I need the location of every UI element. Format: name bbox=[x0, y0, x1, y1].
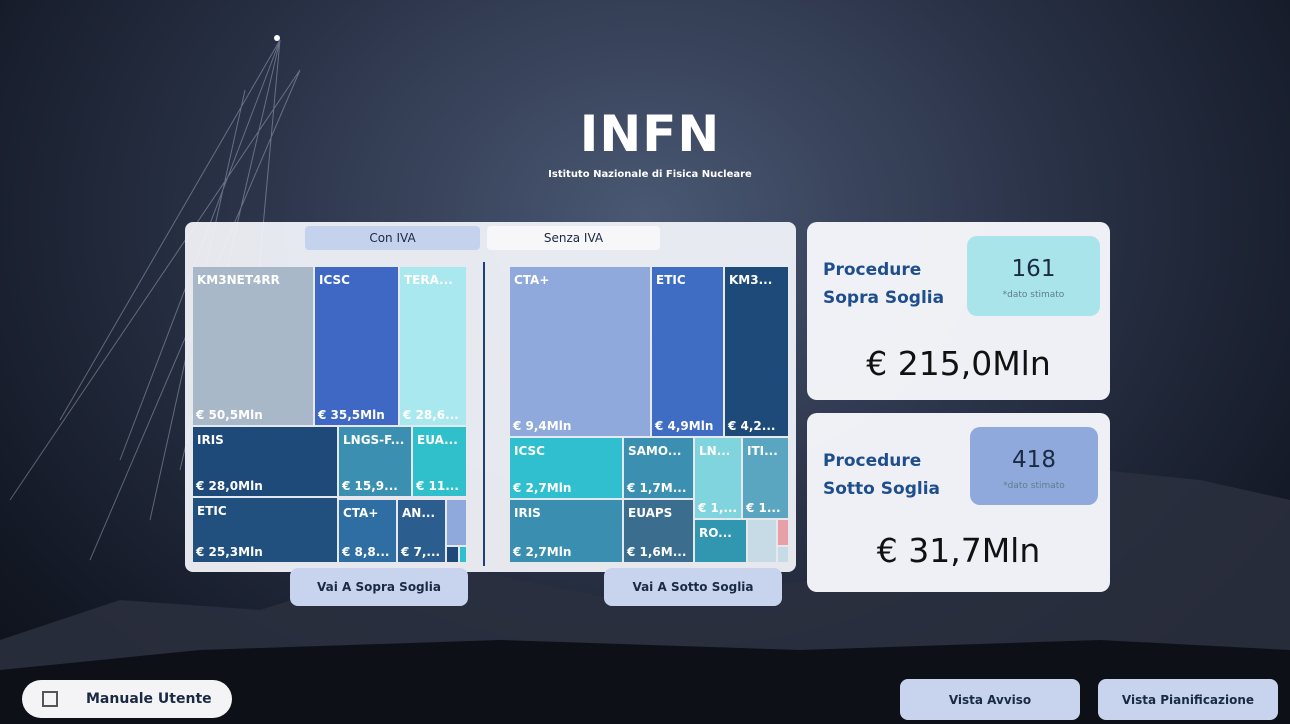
tile-value: € 50,5Mln bbox=[196, 408, 263, 422]
tile-label: IRIS bbox=[197, 433, 224, 447]
logo-title: INFN bbox=[540, 105, 760, 163]
tile-label: ETIC bbox=[197, 504, 227, 518]
screen: INFN Istituto Nazionale di Fisica Nuclea… bbox=[0, 0, 1290, 724]
tile-value: € 1,6M... bbox=[627, 545, 686, 559]
treemap-tile-small bbox=[748, 520, 776, 562]
nav-button[interactable]: Vai A Sotto Soglia bbox=[604, 568, 782, 606]
amount: € 31,7Mln bbox=[807, 531, 1110, 570]
treemap-tile: ICSC € 2,7Mln bbox=[510, 438, 622, 498]
tile-value: € 1,7M... bbox=[627, 481, 686, 495]
treemap-tile: ITI... € 1... bbox=[743, 438, 788, 518]
tile-label: AN... bbox=[402, 506, 435, 520]
treemap-tile-small bbox=[460, 547, 466, 562]
manual-button[interactable]: Manuale Utente bbox=[22, 680, 232, 718]
tile-value: € 11... bbox=[416, 479, 459, 493]
tile-label: ICSC bbox=[319, 273, 350, 287]
card-title: Procedure Sotto Soglia bbox=[823, 447, 963, 503]
count-box: 418 *dato stimato bbox=[970, 427, 1098, 505]
nav-button[interactable]: Vai A Sopra Soglia bbox=[290, 568, 468, 606]
tile-label: RO... bbox=[699, 526, 732, 540]
tile-value: € 15,9... bbox=[342, 479, 398, 493]
tile-value: € 1... bbox=[746, 501, 781, 515]
treemap-tile: IRIS € 2,7Mln bbox=[510, 500, 622, 562]
tile-label: TERA... bbox=[404, 273, 453, 287]
divider bbox=[483, 262, 485, 566]
tile-label: KM3... bbox=[729, 273, 772, 287]
tile-label: EUAPS bbox=[628, 506, 672, 520]
treemap-tile: ETIC € 25,3Mln bbox=[193, 498, 337, 562]
treemap-tile: CTA+ € 9,4Mln bbox=[510, 267, 650, 436]
tile-label: CTA+ bbox=[514, 273, 549, 287]
tab[interactable]: Senza IVA bbox=[487, 226, 660, 250]
tile-label: KM3NET4RR bbox=[197, 273, 280, 287]
tile-label: LNGS-F... bbox=[343, 433, 404, 447]
card: Procedure Sotto Soglia 418 *dato stimato… bbox=[807, 413, 1110, 592]
tile-label: EUA... bbox=[417, 433, 458, 447]
tile-label: LN... bbox=[699, 444, 730, 458]
treemap-tile: ICSC € 35,5Mln bbox=[315, 267, 398, 425]
tile-value: € 2,7Mln bbox=[513, 481, 571, 495]
treemap-tile: KM3NET4RR € 50,5Mln bbox=[193, 267, 313, 425]
treemap-tile-small bbox=[447, 547, 458, 562]
logo-subtitle: Istituto Nazionale di Fisica Nucleare bbox=[540, 169, 760, 180]
treemap-tile: LN... € 1,... bbox=[695, 438, 741, 518]
tile-value: € 9,4Mln bbox=[513, 419, 571, 433]
footer-button[interactable]: Vista Pianificazione bbox=[1098, 679, 1278, 720]
tile-value: € 4,2... bbox=[728, 419, 775, 433]
tile-label: IRIS bbox=[514, 506, 541, 520]
treemap-tile: LNGS-F... € 15,9... bbox=[339, 427, 411, 496]
tile-value: € 1,... bbox=[698, 501, 737, 515]
treemap-tile: KM3... € 4,2... bbox=[725, 267, 788, 436]
treemap-tile: RO... bbox=[695, 520, 746, 562]
treemap-tile-small bbox=[447, 500, 466, 545]
tile-value: € 25,3Mln bbox=[196, 545, 263, 559]
card: Procedure Sopra Soglia 161 *dato stimato… bbox=[807, 222, 1110, 400]
treemap-tile: TERA... € 28,6... bbox=[400, 267, 466, 425]
tile-value: € 8,8... bbox=[342, 545, 389, 559]
treemap-tile: EUA... € 11... bbox=[413, 427, 466, 496]
treemap-tile: ETIC € 4,9Mln bbox=[652, 267, 723, 436]
tile-value: € 4,9Mln bbox=[655, 419, 713, 433]
note: *dato stimato bbox=[967, 290, 1100, 300]
note: *dato stimato bbox=[970, 481, 1098, 491]
tile-value: € 28,6... bbox=[403, 408, 459, 422]
treemap-tile: EUAPS € 1,6M... bbox=[624, 500, 693, 562]
tile-label: ITI... bbox=[747, 444, 778, 458]
manual-icon bbox=[42, 691, 58, 707]
count: 161 bbox=[967, 256, 1100, 282]
footer-button[interactable]: Vista Avviso bbox=[900, 679, 1080, 720]
treemap-tile-small bbox=[778, 520, 788, 545]
treemap-tile-small bbox=[778, 547, 788, 562]
tab[interactable]: Con IVA bbox=[305, 226, 480, 250]
tile-label: ETIC bbox=[656, 273, 686, 287]
card-title: Procedure Sopra Soglia bbox=[823, 256, 963, 312]
logo: INFN Istituto Nazionale di Fisica Nuclea… bbox=[540, 105, 760, 180]
tile-label: ICSC bbox=[514, 444, 545, 458]
amount: € 215,0Mln bbox=[807, 344, 1110, 383]
button-label: Manuale Utente bbox=[86, 691, 212, 707]
tile-value: € 35,5Mln bbox=[318, 408, 385, 422]
count: 418 bbox=[970, 447, 1098, 473]
tile-label: SAMO... bbox=[628, 444, 681, 458]
count-box: 161 *dato stimato bbox=[967, 236, 1100, 316]
tile-label: CTA+ bbox=[343, 506, 378, 520]
tile-value: € 2,7Mln bbox=[513, 545, 571, 559]
treemap-tile: AN... € 7,... bbox=[398, 500, 445, 562]
tile-value: € 28,0Mln bbox=[196, 479, 263, 493]
treemap-tile: IRIS € 28,0Mln bbox=[193, 427, 337, 496]
treemap-tile: CTA+ € 8,8... bbox=[339, 500, 396, 562]
tile-value: € 7,... bbox=[401, 545, 440, 559]
treemap-tile: SAMO... € 1,7M... bbox=[624, 438, 693, 498]
